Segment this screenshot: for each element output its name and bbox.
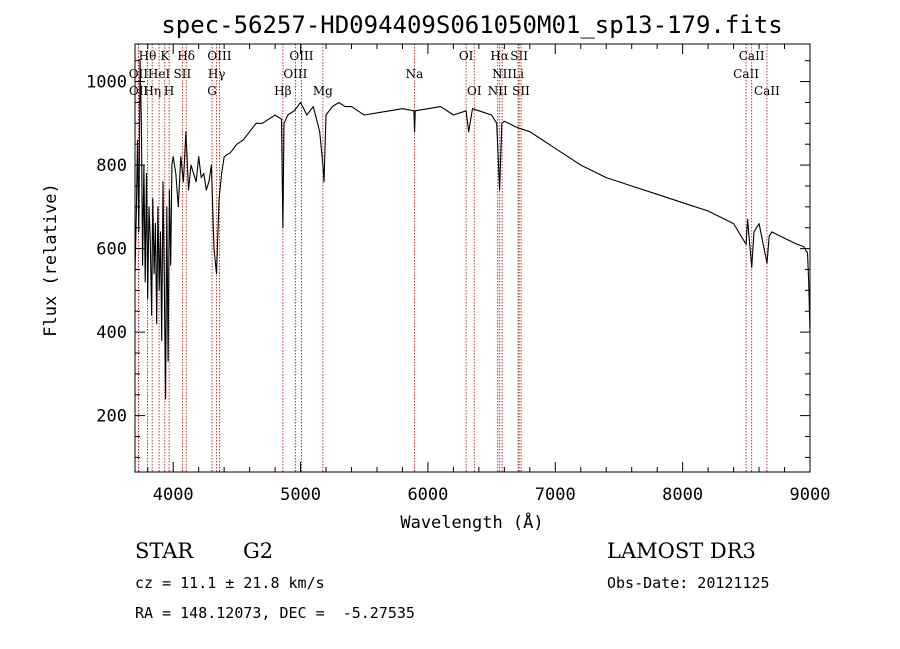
line-label-13: OIII (283, 67, 307, 81)
x-tick-label-0: 4000 (153, 485, 194, 505)
y-tick-label-4: 1000 (86, 73, 127, 93)
line-label-15: Mg (313, 84, 333, 98)
y-tick-label-1: 400 (96, 323, 127, 343)
line-label-14: OIII (289, 49, 313, 63)
line-label-21: NII (492, 67, 512, 81)
line-label-9: G (207, 84, 217, 98)
line-label-6: H (164, 84, 174, 98)
line-label-11: OIII (207, 49, 231, 63)
x-tick-label-5: 9000 (790, 485, 831, 505)
y-tick-label-0: 200 (96, 407, 127, 427)
x-axis-label: Wavelength (Å) (400, 511, 543, 533)
plot-frame (134, 43, 811, 473)
line-label-4: HeI (148, 67, 171, 81)
line-label-16: Na (406, 67, 424, 81)
y-tick-label-2: 600 (96, 240, 127, 260)
line-label-23: SII (510, 49, 528, 63)
line-label-5: K (160, 49, 170, 63)
line-label-10: Hγ (208, 67, 226, 81)
line-label-18: OI (467, 84, 482, 98)
x-tick-label-1: 5000 (280, 485, 321, 505)
redshift-label: cz = 11.1 ± 21.8 km/s (135, 574, 325, 592)
line-label-27: CaII (754, 84, 780, 98)
line-label-19: NII (488, 84, 508, 98)
y-tick-label-3: 800 (96, 156, 127, 176)
coordinates-label: RA = 148.12073, DEC = -5.27535 (135, 604, 415, 622)
spectrum-series (134, 60, 811, 400)
class-label: STAR (135, 539, 194, 563)
axes: 4000 5000 6000 7000 8000 9000 200 400 600 800 1000 (86, 44, 830, 505)
y-axis-label: Flux (relative) (41, 183, 61, 337)
obs-date-label: Obs-Date: 20121125 (607, 574, 770, 592)
line-label-26: CaII (739, 49, 765, 63)
x-tick-label-3: 7000 (535, 485, 576, 505)
survey-label: LAMOST DR3 (607, 539, 756, 563)
line-label-7: SII (174, 67, 192, 81)
line-label-3: Hη (143, 84, 161, 98)
line-label-2: Hθ (139, 49, 157, 63)
line-label-17: OI (459, 49, 474, 63)
x-tick-label-2: 6000 (407, 485, 448, 505)
line-label-8: Hδ (177, 49, 195, 63)
line-markers: OIIOIIHθHηHeIKHSIIHδGHγOIIIHβOIIIOIIIMgN… (129, 44, 780, 472)
spectrum-line (134, 60, 811, 400)
x-tick-label-4: 8000 (662, 485, 703, 505)
line-label-24: SII (512, 84, 530, 98)
line-label-25: CaII (733, 67, 759, 81)
line-label-1: OII (129, 84, 149, 98)
line-label-20: Hα (490, 49, 509, 63)
chart-title: spec-56257-HD094409S061050M01_sp13-179.f… (161, 11, 782, 39)
line-label-12: Hβ (274, 84, 291, 98)
subclass-label: G2 (243, 539, 274, 563)
line-label-22: Li (512, 67, 524, 81)
